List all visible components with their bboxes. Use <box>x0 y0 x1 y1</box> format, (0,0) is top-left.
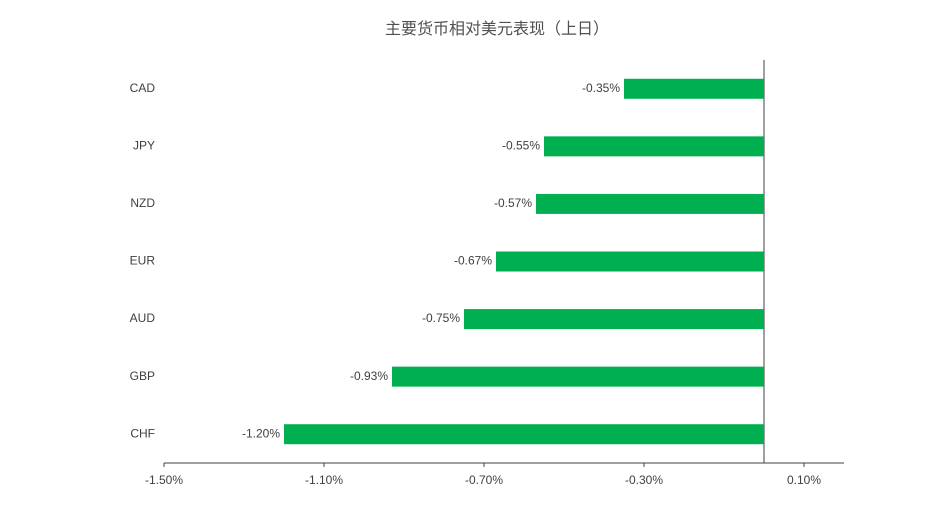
y-tick-label: CHF <box>130 426 155 440</box>
value-label: -0.55% <box>502 139 540 153</box>
x-tick-label: -1.10% <box>305 473 343 487</box>
y-tick-label: NZD <box>130 196 155 210</box>
y-tick-label: GBP <box>130 369 155 383</box>
x-tick-label: -1.50% <box>145 473 183 487</box>
value-label: -0.93% <box>350 369 388 383</box>
y-tick-label: CAD <box>130 81 156 95</box>
value-label: -0.75% <box>422 311 460 325</box>
value-label: -0.57% <box>494 196 532 210</box>
value-label: -0.67% <box>454 254 492 268</box>
y-tick-label: JPY <box>133 139 155 153</box>
chart-title: 主要货币相对美元表现（上日） <box>385 20 609 38</box>
x-tick-label: 0.10% <box>787 473 821 487</box>
value-label: -0.35% <box>582 81 620 95</box>
bar <box>544 136 764 157</box>
bar <box>392 366 764 387</box>
x-tick-label: -0.30% <box>625 473 663 487</box>
value-label: -1.20% <box>242 426 280 440</box>
y-tick-label: AUD <box>130 311 156 325</box>
bar <box>624 78 764 99</box>
bar <box>496 251 764 272</box>
bar <box>284 424 764 445</box>
y-tick-label: EUR <box>130 254 156 268</box>
x-tick-label: -0.70% <box>465 473 503 487</box>
bar <box>464 309 764 330</box>
bar <box>536 193 764 214</box>
